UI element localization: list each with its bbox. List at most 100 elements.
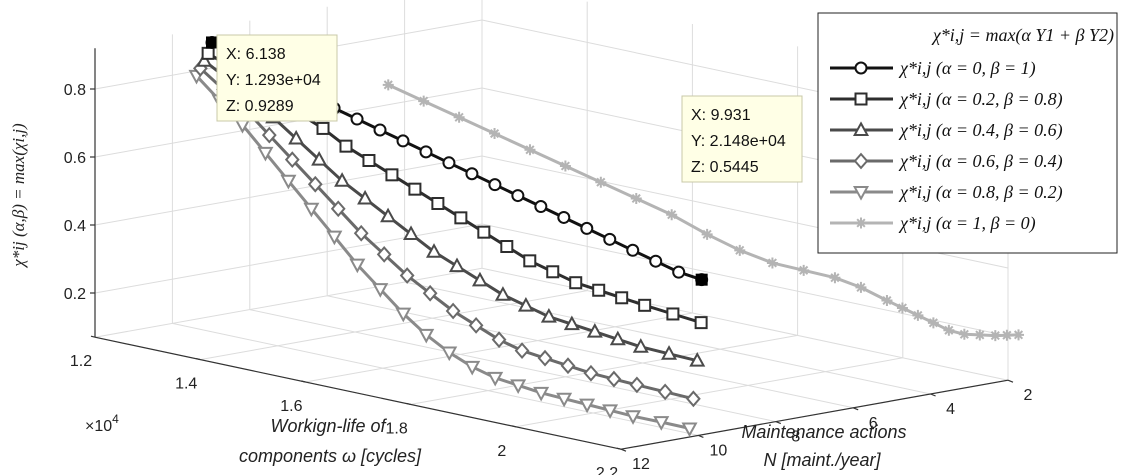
- series-3-point-21: [686, 390, 701, 408]
- legend-entry-0: χ*i,j (α = 0, β = 1): [830, 58, 1036, 79]
- series-3-point-20: [657, 383, 673, 401]
- series-2-point-16: [563, 315, 580, 331]
- series-1-point-19: [638, 298, 652, 312]
- series-5-point-10: [734, 244, 746, 256]
- series-5-point-3: [489, 128, 501, 140]
- series-4-point-10: [418, 328, 435, 344]
- datatip-1-marker: [695, 273, 708, 286]
- x-tick-mark-3: [406, 402, 411, 405]
- series-4-point-19: [625, 410, 642, 425]
- series-4-point-7: [349, 258, 366, 274]
- series-4-point-11: [441, 346, 458, 362]
- series-1-point-13: [500, 240, 514, 254]
- series-4-point-17: [579, 398, 596, 414]
- legend-entry-5: χ*i,j (α = 1, β = 0): [830, 213, 1036, 234]
- z-tick-label-0: 0.2: [64, 286, 86, 303]
- datatip-0-line-1: Y: 1.293e+04: [226, 72, 321, 89]
- series-5-point-7: [630, 192, 642, 204]
- datatip-0-marker: [206, 36, 218, 49]
- series-2-point-8: [380, 207, 397, 223]
- series-0-point-19: [626, 243, 640, 257]
- x-tick-label-3: 1.8: [385, 420, 407, 437]
- series-1-point-11: [454, 211, 468, 225]
- series-5-point-0: [382, 79, 394, 91]
- x-axis-label-line2: components ω [cycles]: [239, 446, 422, 466]
- series-3-point-14: [514, 342, 530, 360]
- series-3-point-8: [376, 246, 392, 263]
- y-tick-mark-0: [620, 448, 627, 452]
- series-2-point-10: [425, 243, 443, 258]
- grid-floor-y-4: [404, 281, 931, 395]
- series-5-point-18: [927, 317, 939, 329]
- series-4-point-20: [653, 416, 670, 431]
- series-1-point-6: [339, 139, 353, 153]
- legend: χ*i,j = max(α Υ1 + β Υ2) χ*i,j (α = 0, β…: [817, 12, 1118, 254]
- series-1-point-8: [385, 168, 399, 182]
- series-0-point-21: [672, 265, 686, 279]
- y-axis-line: [620, 379, 1009, 450]
- legend-entries: χ*i,j (α = 0, β = 1) χ*i,j (α = 0.2, β = …: [830, 58, 1063, 234]
- legend-title: χ*i,j = max(α Υ1 + β Υ2): [931, 25, 1114, 46]
- y-tick-label-0: 12: [632, 456, 650, 473]
- series-2-point-9: [403, 225, 420, 241]
- y-tick-label-2: 8: [791, 429, 800, 446]
- series-5-point-24: [1013, 329, 1025, 341]
- y-tick-mark-1: [698, 434, 704, 438]
- series-2-point-15: [540, 307, 557, 323]
- series-0-point-13: [488, 178, 502, 192]
- series-5-point-15: [881, 295, 893, 306]
- x-tick-mark-0: [90, 335, 96, 338]
- grid-floor-x-1: [200, 290, 588, 361]
- y-tick-mark-4: [930, 393, 936, 397]
- series-0-point-12: [465, 167, 479, 181]
- x-tick-label-5: 2.2: [596, 465, 618, 475]
- grid-side-z-0: [94, 223, 483, 294]
- series-1-point-15: [546, 265, 560, 279]
- x-axis-multiplier-exp: 4: [112, 412, 119, 426]
- y-tick-mark-3: [852, 407, 859, 411]
- legend-entry-5-label: χ*i,j (α = 1, β = 0): [898, 213, 1036, 234]
- series-2-point-21: [689, 352, 706, 367]
- legend-entry-4-marker: [852, 186, 870, 201]
- series-0-point-10: [419, 145, 433, 159]
- series-5-point-22: [989, 330, 1001, 342]
- series-2-point-13: [494, 286, 511, 301]
- series-5-point-17: [912, 309, 924, 321]
- y-tick-mark-5: [1007, 379, 1014, 383]
- series-2-point-20: [661, 345, 678, 360]
- series-0-point-14: [511, 189, 525, 203]
- z-tick-label-3: 0.8: [64, 82, 86, 99]
- series-5-point-5: [559, 160, 571, 172]
- series-4-point-3: [257, 146, 274, 162]
- series-4-point-8: [372, 283, 389, 298]
- series-4-point-13: [487, 371, 504, 387]
- series-2-point-14: [517, 297, 534, 312]
- series-0-point-16: [557, 210, 571, 224]
- x-axis-label-line1: Workign-life of: [270, 416, 387, 436]
- series-3-point-7: [353, 224, 369, 242]
- grid-side-z-1: [94, 155, 483, 226]
- series-5-point-20: [958, 328, 970, 340]
- series-2-point-5: [311, 151, 328, 166]
- x-axis-multiplier: ×104: [85, 412, 119, 435]
- series-5-point-6: [595, 176, 607, 188]
- legend-entry-3: χ*i,j (α = 0.6, β = 0.4): [830, 151, 1063, 172]
- series-5-point-4: [524, 144, 536, 156]
- series-5-point-9: [701, 228, 713, 240]
- datatips-layer: X: 6.138 Y: 1.293e+04 Z: 0.9289 X: 9.931 Y: …: [206, 34, 803, 286]
- series-4-point-12: [464, 360, 481, 376]
- series-3-point-18: [606, 370, 622, 388]
- series-layer: [188, 35, 1025, 438]
- series-4-point-21: [681, 422, 698, 438]
- grid-floor-x-4: [515, 357, 903, 428]
- legend-entry-1-marker: [854, 92, 868, 106]
- x-axis-line: [94, 336, 622, 450]
- series-1-point-18: [615, 291, 629, 305]
- y-tick-label-3: 6: [869, 415, 878, 432]
- series-4-point-18: [602, 404, 619, 420]
- series-2-point-12: [471, 271, 488, 287]
- x-tick-label-1: 1.4: [175, 376, 197, 393]
- x-tick-label-4: 2: [497, 443, 506, 460]
- series-3: [193, 59, 701, 408]
